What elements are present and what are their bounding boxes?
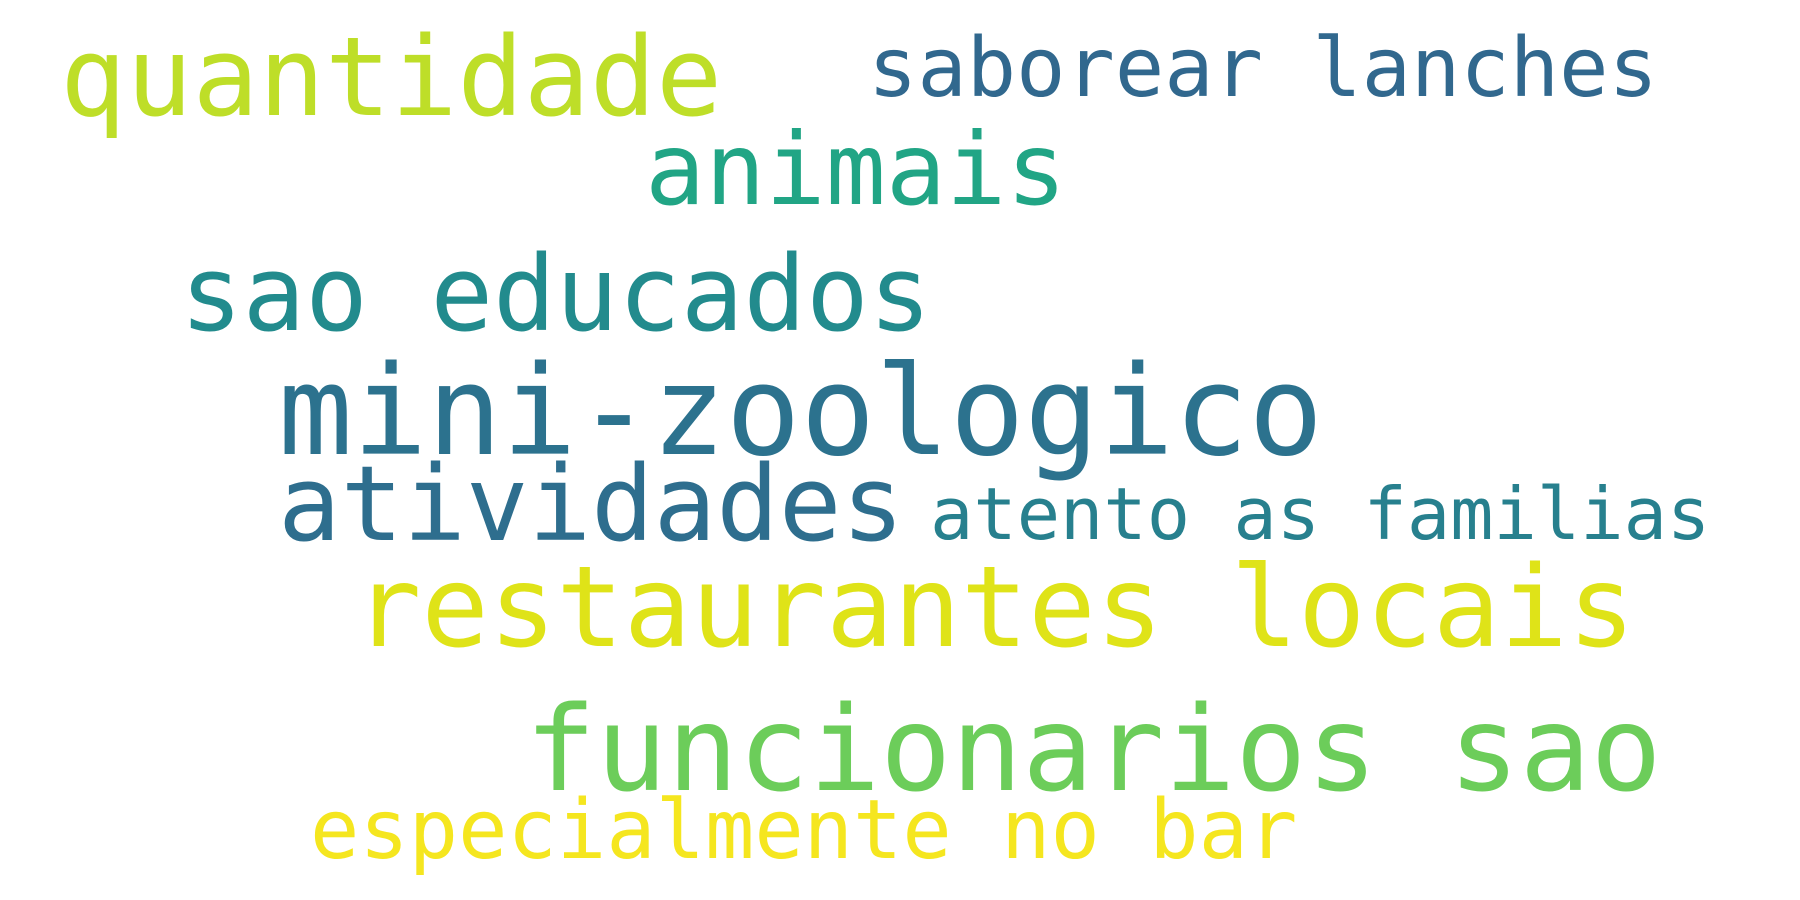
word-animais: animais	[645, 111, 1067, 228]
word-funcionarios-sao: funcionarios sao	[525, 680, 1662, 818]
word-especialmente-no-bar: especialmente no bar	[310, 783, 1298, 878]
word-quantidade: quantidade	[60, 13, 723, 141]
word-mini-zoologico: mini-zoologico	[278, 340, 1324, 484]
word-saborear-lanches: saborear lanches	[868, 21, 1658, 116]
word-atividades: atividades	[278, 443, 905, 565]
word-sao-educados: sao educados	[180, 233, 932, 355]
word-restaurantes-locais: restaurantes locais	[354, 543, 1636, 673]
word-atento-as-familias: atento as familias	[930, 472, 1711, 556]
